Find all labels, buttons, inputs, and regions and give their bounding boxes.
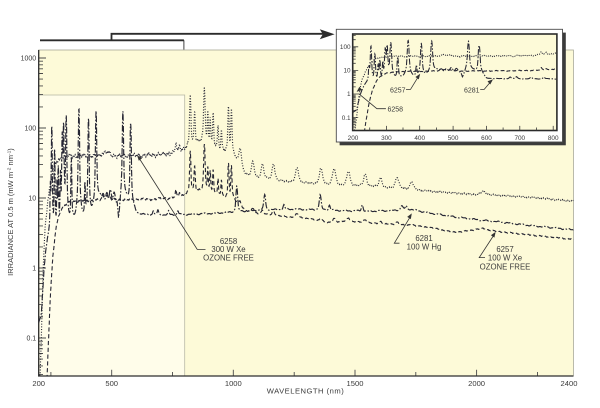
svg-text:6258: 6258 xyxy=(220,237,237,246)
svg-text:10: 10 xyxy=(343,68,351,75)
svg-text:700: 700 xyxy=(514,135,525,142)
svg-text:6281: 6281 xyxy=(415,234,432,243)
svg-text:100: 100 xyxy=(340,44,351,51)
svg-text:10: 10 xyxy=(28,195,36,202)
svg-text:600: 600 xyxy=(481,135,492,142)
svg-text:1: 1 xyxy=(32,265,36,272)
svg-text:0.1: 0.1 xyxy=(26,335,36,342)
svg-text:1: 1 xyxy=(347,91,351,98)
svg-text:300: 300 xyxy=(381,135,392,142)
svg-text:100 W Xe: 100 W Xe xyxy=(488,254,522,263)
svg-text:WAVELENGTH (nm): WAVELENGTH (nm) xyxy=(267,387,345,396)
svg-text:200: 200 xyxy=(32,379,45,388)
svg-text:OZONE FREE: OZONE FREE xyxy=(203,254,254,263)
svg-text:1500: 1500 xyxy=(347,379,364,388)
svg-text:1000: 1000 xyxy=(225,379,242,388)
svg-text:2000: 2000 xyxy=(468,379,485,388)
svg-text:400: 400 xyxy=(414,135,425,142)
svg-text:OZONE FREE: OZONE FREE xyxy=(480,263,531,272)
svg-text:2400: 2400 xyxy=(561,379,578,388)
svg-text:200: 200 xyxy=(348,135,359,142)
svg-text:6257: 6257 xyxy=(390,88,406,95)
svg-text:1000: 1000 xyxy=(21,55,37,62)
svg-text:0.1: 0.1 xyxy=(342,115,351,122)
svg-text:300 W Xe: 300 W Xe xyxy=(211,245,245,254)
svg-text:IRRADIANCE AT 0.5 m (mW m-2 nm: IRRADIANCE AT 0.5 m (mW m-2 nm-1) xyxy=(6,148,15,276)
svg-text:800: 800 xyxy=(548,135,559,142)
svg-text:6281: 6281 xyxy=(464,88,480,95)
svg-text:500: 500 xyxy=(105,379,118,388)
svg-text:500: 500 xyxy=(448,135,459,142)
svg-text:6258: 6258 xyxy=(388,107,404,114)
svg-text:100 W Hg: 100 W Hg xyxy=(407,242,442,251)
svg-text:6257: 6257 xyxy=(496,245,513,254)
svg-text:100: 100 xyxy=(25,125,37,132)
